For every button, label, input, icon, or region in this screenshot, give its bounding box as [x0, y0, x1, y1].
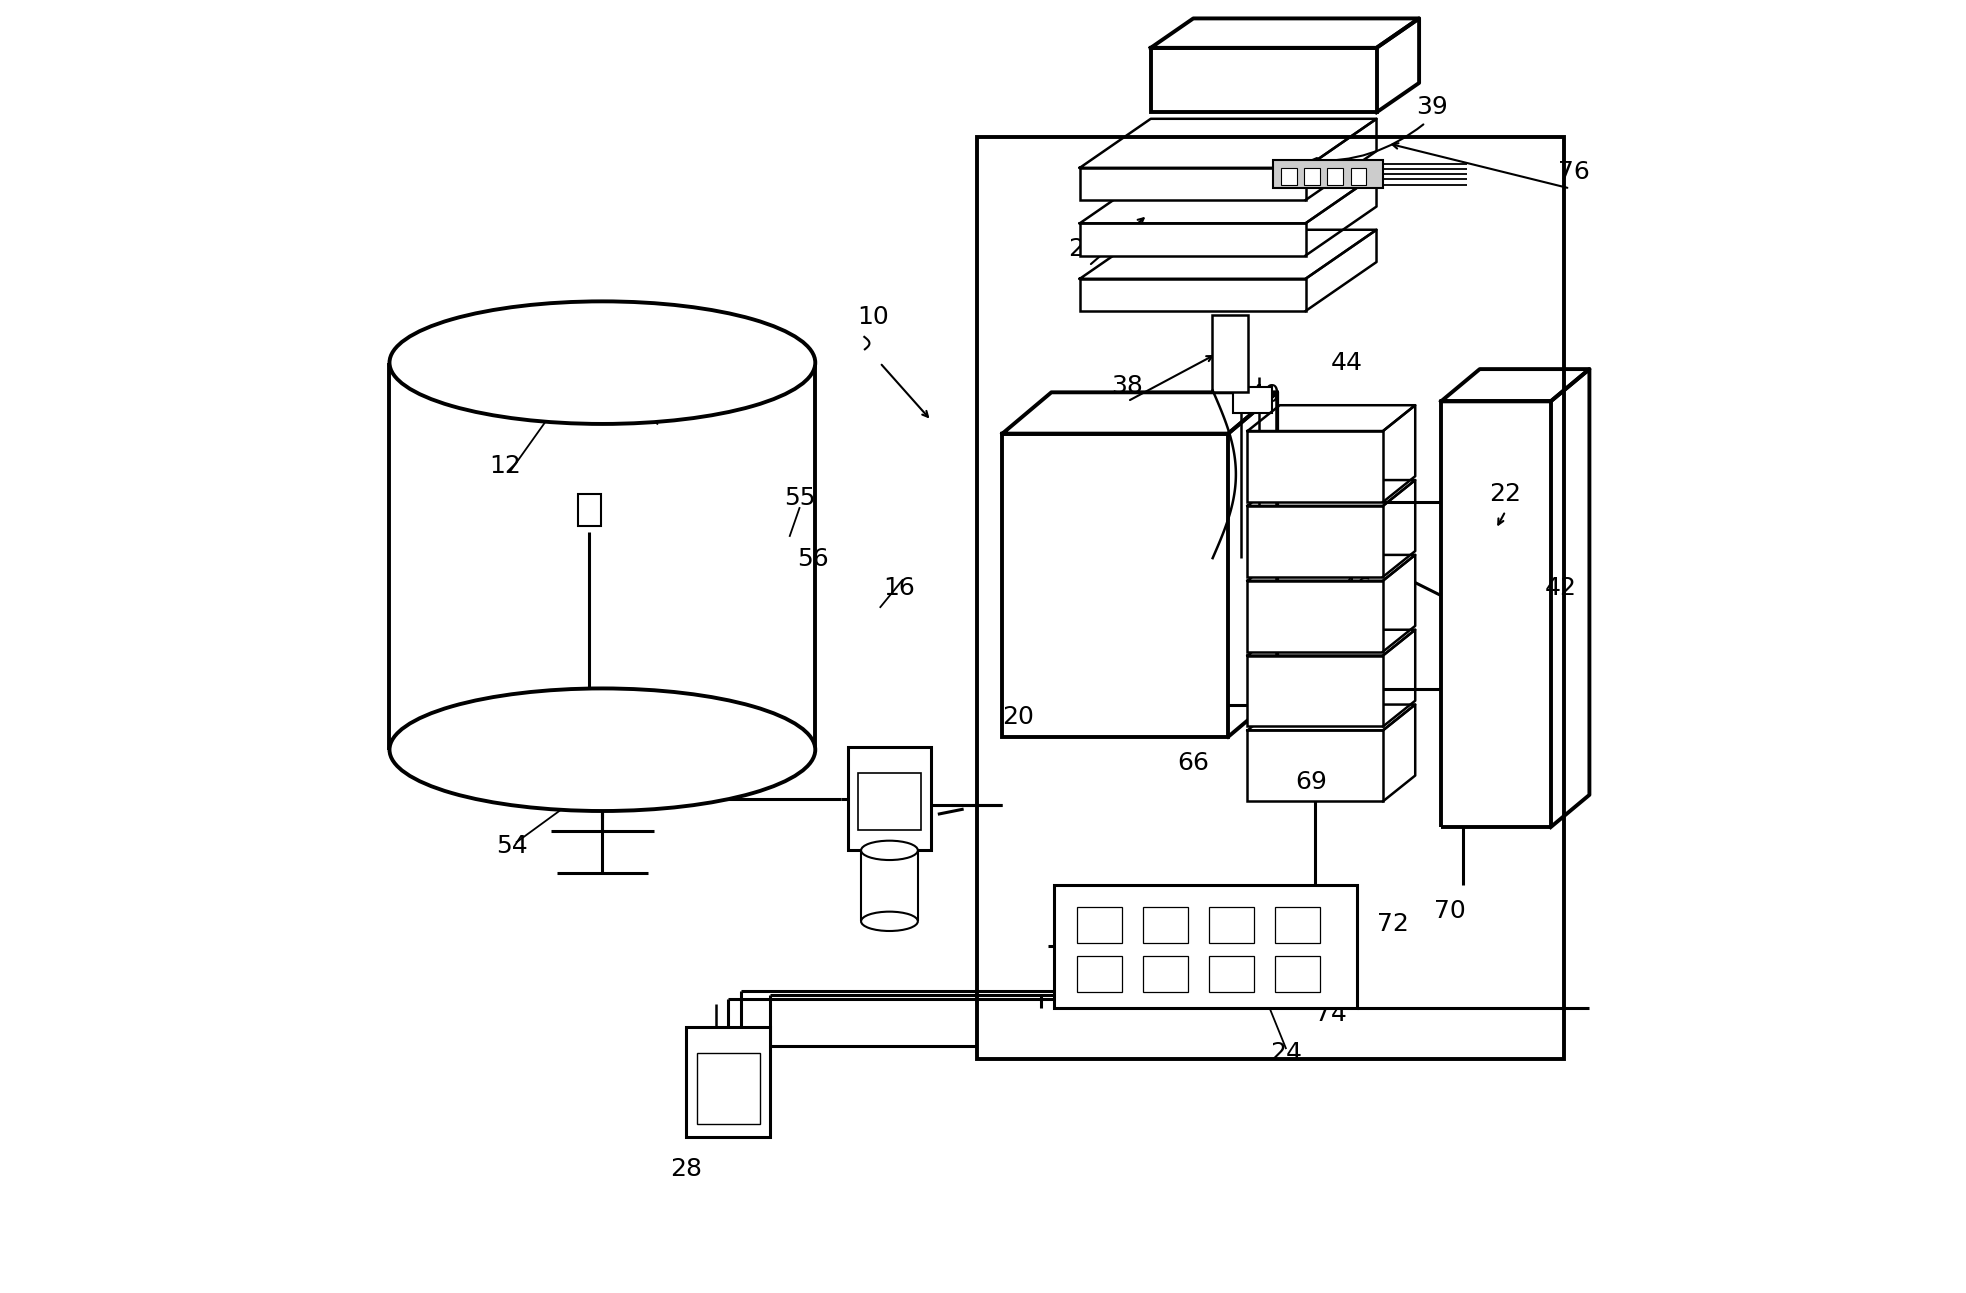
Ellipse shape: [861, 840, 918, 860]
Bar: [1248, 581, 1382, 652]
Bar: [1142, 908, 1187, 944]
Text: 20: 20: [1003, 706, 1034, 729]
Ellipse shape: [389, 688, 816, 811]
Text: 54: 54: [495, 834, 529, 859]
Text: 69: 69: [1296, 769, 1327, 794]
Bar: [1274, 956, 1319, 992]
Bar: [1211, 315, 1248, 392]
Bar: [1079, 168, 1305, 200]
Text: 46: 46: [1341, 577, 1372, 600]
Bar: [1282, 168, 1296, 185]
Bar: [1327, 168, 1343, 185]
Bar: [1209, 908, 1254, 944]
Text: 28: 28: [670, 1157, 702, 1181]
Text: 42: 42: [1545, 577, 1577, 600]
Bar: [1248, 731, 1382, 802]
Text: 10: 10: [857, 305, 889, 330]
Bar: [847, 747, 932, 851]
Bar: [686, 1027, 771, 1137]
Text: 52: 52: [639, 402, 670, 427]
Bar: [1077, 908, 1123, 944]
Bar: [1142, 956, 1187, 992]
Bar: [696, 1053, 759, 1124]
Ellipse shape: [389, 301, 816, 424]
Text: 12: 12: [490, 454, 521, 478]
Text: 76: 76: [1557, 160, 1590, 184]
Text: 26: 26: [1068, 237, 1099, 261]
Ellipse shape: [861, 912, 918, 931]
Bar: [1248, 431, 1382, 502]
Text: 40: 40: [1248, 383, 1280, 407]
Bar: [1303, 168, 1319, 185]
Bar: [1274, 908, 1319, 944]
Bar: [1054, 886, 1357, 1007]
Text: 55: 55: [784, 486, 816, 511]
Bar: [857, 773, 920, 830]
Text: 72: 72: [1378, 912, 1410, 936]
Bar: [578, 494, 602, 526]
Bar: [1150, 48, 1376, 112]
Text: 70: 70: [1433, 899, 1467, 923]
Bar: [1077, 956, 1123, 992]
Text: 56: 56: [796, 547, 828, 570]
Bar: [1274, 160, 1382, 189]
Bar: [1209, 956, 1254, 992]
Bar: [1079, 224, 1305, 256]
Text: 44: 44: [1331, 350, 1362, 375]
Text: 74: 74: [1315, 1002, 1347, 1027]
Text: 16: 16: [883, 577, 914, 600]
Bar: [1079, 279, 1305, 312]
Bar: [1248, 506, 1382, 577]
Bar: [1248, 656, 1382, 727]
Bar: [1351, 168, 1366, 185]
Text: 39: 39: [1416, 96, 1447, 119]
Text: 66: 66: [1178, 751, 1209, 775]
Text: 38: 38: [1111, 374, 1144, 398]
Text: 24: 24: [1270, 1041, 1301, 1065]
Bar: [1003, 433, 1229, 737]
Text: 22: 22: [1490, 482, 1522, 507]
Bar: [977, 137, 1563, 1059]
Bar: [1233, 387, 1272, 412]
